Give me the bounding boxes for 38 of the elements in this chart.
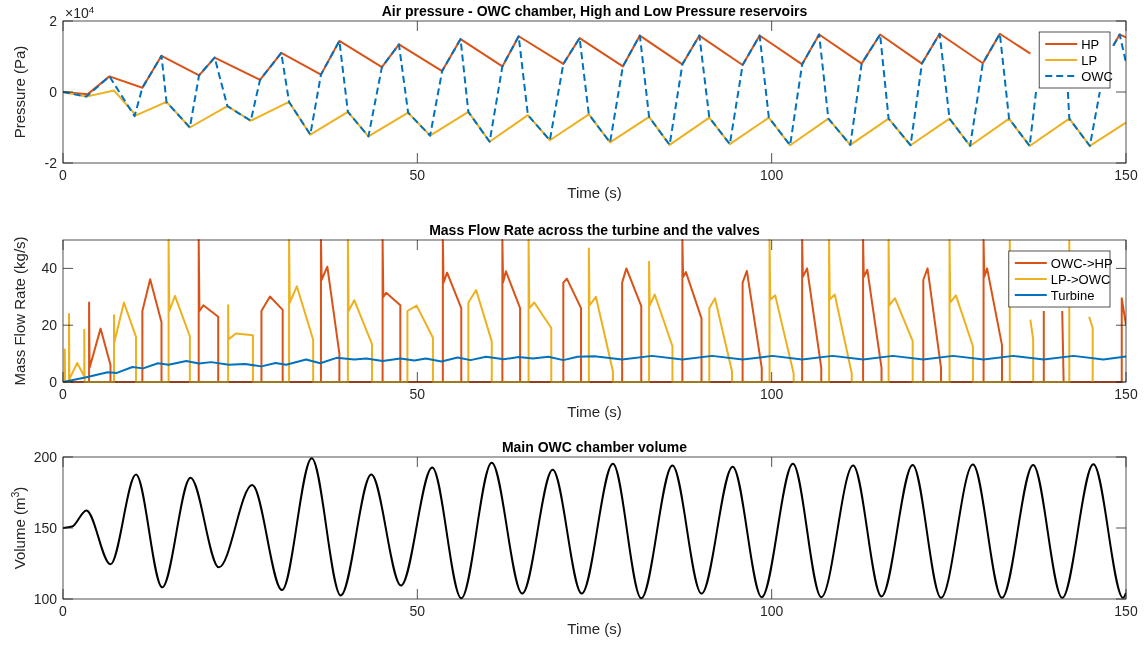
x-tick-label: 100 xyxy=(759,386,784,402)
x-tick-label: 50 xyxy=(409,167,426,183)
y-tick-label: 40 xyxy=(41,260,58,277)
x-tick-label: 50 xyxy=(409,603,426,619)
x-axis-title: Time (s) xyxy=(567,403,622,420)
y-tick-label: 0 xyxy=(49,84,58,100)
chart-title: Air pressure - OWC chamber, High and Low Pressure reservoirs xyxy=(381,3,808,19)
x-tick-label: 150 xyxy=(1114,603,1138,619)
line-series xyxy=(63,354,1126,383)
y-axis-title: Mass Flow Rate (kg/s) xyxy=(11,236,28,386)
x-tick-label: 100 xyxy=(759,603,784,619)
line-series xyxy=(63,457,1126,600)
x-tick-label: 150 xyxy=(1114,167,1138,183)
x-tick-label: 0 xyxy=(59,603,68,619)
y-tick-label: 150 xyxy=(33,520,58,536)
x-axis-title: Time (s) xyxy=(567,620,622,637)
y-tick-label: -2 xyxy=(44,155,58,171)
x-tick-label: 0 xyxy=(59,386,68,402)
annotation: ×10$^{4}$ xyxy=(65,3,95,21)
y-tick-label: 200 xyxy=(33,449,58,465)
chart-title: Main OWC chamber volume xyxy=(501,439,688,455)
x-tick-label: 100 xyxy=(759,167,784,183)
x-axis-title: Time (s) xyxy=(567,184,622,201)
legend-label: LP xyxy=(1081,52,1098,68)
y-axis-title: Pressure (Pa) xyxy=(11,45,28,139)
y-tick-label: 100 xyxy=(33,591,58,607)
x-tick-label: 50 xyxy=(409,386,426,402)
legend-label: LP->OWC xyxy=(1050,271,1111,287)
y-tick-label: 2 xyxy=(49,13,58,29)
y-tick-label: 0 xyxy=(49,374,58,390)
legend-label: HP xyxy=(1081,36,1100,52)
legend-label: OWC xyxy=(1081,68,1113,84)
x-tick-label: 0 xyxy=(59,167,68,183)
y-tick-label: 20 xyxy=(41,317,58,334)
chart-title: Mass Flow Rate across the turbine and the valves xyxy=(429,222,761,238)
x-tick-label: 150 xyxy=(1114,386,1138,402)
legend-label: Turbine xyxy=(1050,287,1095,303)
legend-label: OWC->HP xyxy=(1050,255,1113,271)
